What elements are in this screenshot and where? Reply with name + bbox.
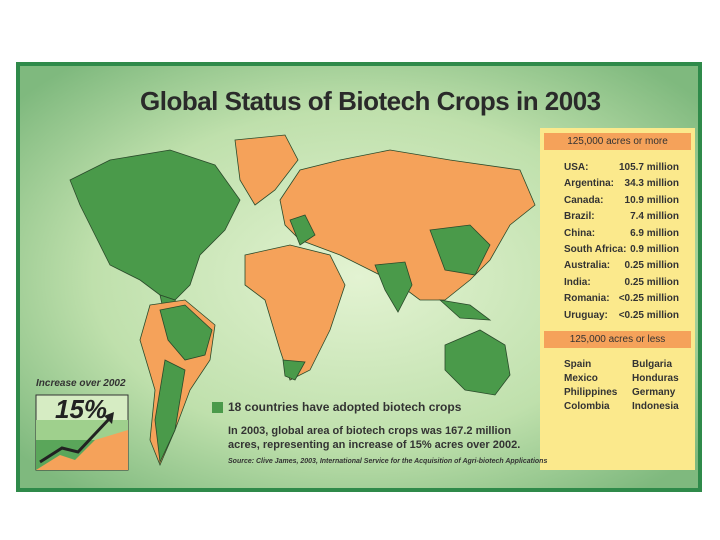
acreage: 34.3 million (624, 178, 679, 190)
country: Philippines (564, 387, 618, 398)
increase-label: Increase over 2002 (36, 378, 126, 389)
acreage: 105.7 million (618, 162, 679, 173)
country: Uruguay: (564, 309, 608, 321)
legend-swatch (212, 402, 223, 413)
title: Global Status of Biotech Crops in 2003 (140, 86, 601, 116)
country: Germany (632, 387, 676, 398)
country: Spain (564, 359, 592, 370)
increase-value: 15% (55, 394, 108, 424)
country: Brazil: (564, 211, 595, 223)
country: Mexico (564, 373, 598, 384)
legend: 18 countries have adopted biotech crops (228, 400, 462, 414)
country: India: (564, 276, 591, 288)
acreage: <0.25 million (618, 309, 679, 321)
adopters-panel: 125,000 acres or more 125,000 acres or l… (540, 128, 695, 470)
country: Argentina: (564, 178, 614, 190)
country: Australia: (564, 260, 611, 272)
acreage: 0.9 million (630, 244, 679, 255)
country: Romania: (564, 293, 610, 305)
country: Honduras (632, 373, 679, 384)
large-header: 125,000 acres or more (544, 133, 691, 150)
acreage: 6.9 million (630, 227, 679, 239)
small-header: 125,000 acres or less (544, 331, 691, 348)
acreage: <0.25 million (618, 293, 679, 305)
acreage: 7.4 million (630, 211, 679, 223)
acreage: 0.25 million (624, 276, 679, 288)
country: South Africa: (564, 244, 627, 255)
summary: In 2003, global area of biotech crops wa… (228, 425, 521, 451)
increase-graphic (35, 394, 129, 471)
country: Indonesia (632, 401, 679, 412)
source: Source: Clive James, 2003, International… (228, 458, 548, 465)
country: China: (564, 227, 596, 239)
world-map (69, 134, 536, 467)
country: Canada: (564, 194, 604, 206)
acreage: 0.25 million (624, 260, 679, 272)
acreage: 10.9 million (624, 194, 679, 206)
country: Bulgaria (632, 359, 673, 370)
country: Colombia (564, 401, 610, 412)
country: USA: (564, 162, 589, 173)
